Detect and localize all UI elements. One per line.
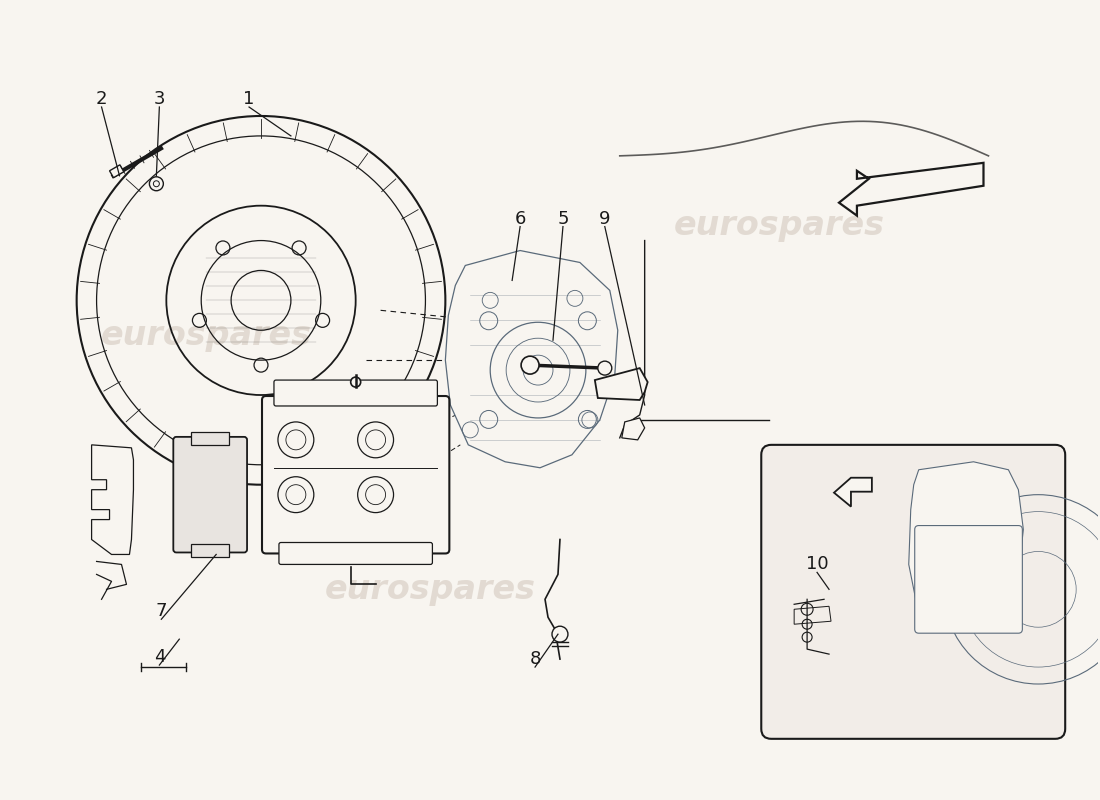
FancyBboxPatch shape	[174, 437, 248, 553]
Text: 4: 4	[154, 648, 165, 666]
Polygon shape	[909, 462, 1023, 630]
Polygon shape	[191, 545, 229, 558]
Text: eurospares: eurospares	[673, 209, 884, 242]
Polygon shape	[839, 163, 983, 216]
Circle shape	[358, 477, 394, 513]
Text: 5: 5	[558, 210, 569, 228]
Circle shape	[358, 422, 394, 458]
Polygon shape	[595, 368, 648, 400]
Text: 10: 10	[806, 555, 828, 574]
FancyBboxPatch shape	[274, 380, 438, 406]
FancyBboxPatch shape	[262, 396, 450, 554]
Polygon shape	[91, 445, 133, 554]
Circle shape	[351, 377, 361, 387]
Circle shape	[278, 477, 314, 513]
Text: 6: 6	[515, 210, 526, 228]
Text: 7: 7	[155, 602, 167, 620]
Text: eurospares: eurospares	[101, 318, 311, 352]
Polygon shape	[446, 250, 618, 468]
Text: 2: 2	[96, 90, 108, 108]
Text: 1: 1	[243, 90, 255, 108]
FancyBboxPatch shape	[279, 542, 432, 565]
Polygon shape	[834, 478, 872, 506]
Text: 3: 3	[154, 90, 165, 108]
Circle shape	[521, 356, 539, 374]
Text: 9: 9	[600, 210, 610, 228]
Text: 8: 8	[529, 650, 541, 668]
Circle shape	[278, 422, 314, 458]
Text: eurospares: eurospares	[324, 573, 536, 606]
FancyBboxPatch shape	[915, 526, 1022, 633]
Bar	[110, 165, 124, 178]
Circle shape	[597, 361, 612, 375]
Polygon shape	[191, 432, 229, 445]
Circle shape	[150, 177, 163, 190]
Circle shape	[552, 626, 568, 642]
Polygon shape	[621, 418, 645, 440]
FancyBboxPatch shape	[761, 445, 1065, 739]
